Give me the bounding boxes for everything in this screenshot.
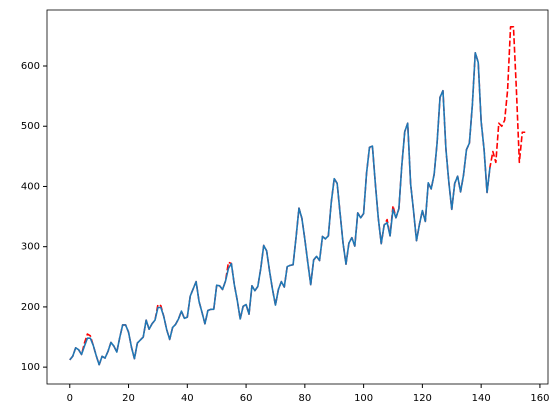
x-tick-label: 0	[67, 393, 73, 404]
plot-frame	[46, 9, 549, 385]
x-tick-label: 60	[240, 393, 253, 404]
x-tick-label: 40	[181, 393, 194, 404]
y-tick-label: 200	[21, 302, 40, 313]
x-tick-label: 80	[298, 393, 311, 404]
y-tick-label: 600	[21, 61, 40, 72]
x-tick-label: 120	[413, 393, 432, 404]
x-tick-label: 20	[122, 393, 135, 404]
x-tick-label: 100	[354, 393, 373, 404]
y-tick-label: 300	[21, 242, 40, 253]
y-tick-label: 100	[21, 362, 40, 373]
y-tick-label: 400	[21, 181, 40, 192]
data-line	[69, 51, 491, 366]
x-tick-label: 160	[530, 393, 549, 404]
y-tick-label: 500	[21, 121, 40, 132]
data-line	[69, 26, 526, 366]
x-tick-label: 140	[472, 393, 491, 404]
